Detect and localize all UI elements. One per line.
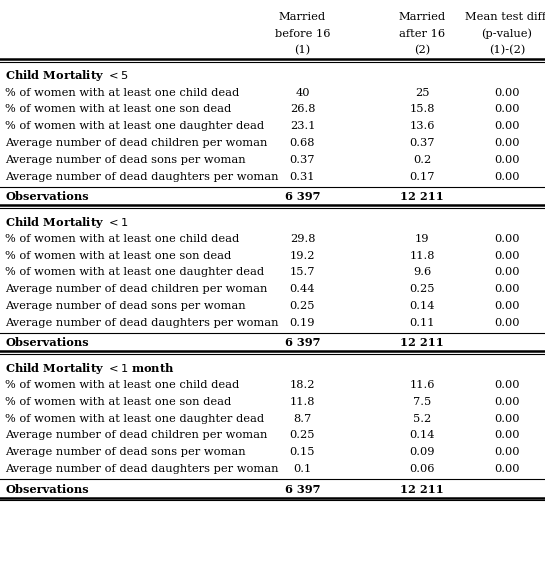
Text: 0.00: 0.00 <box>494 121 519 131</box>
Text: 0.00: 0.00 <box>494 234 519 244</box>
Text: 6 397: 6 397 <box>284 337 320 348</box>
Text: 23.1: 23.1 <box>290 121 315 131</box>
Text: Married: Married <box>279 12 326 22</box>
Text: Average number of dead children per woman: Average number of dead children per woma… <box>5 138 268 148</box>
Text: 0.00: 0.00 <box>494 447 519 457</box>
Text: 0.17: 0.17 <box>410 171 435 182</box>
Text: % of women with at least one child dead: % of women with at least one child dead <box>5 88 240 98</box>
Text: 11.8: 11.8 <box>290 397 315 407</box>
Text: Married: Married <box>399 12 446 22</box>
Text: % of women with at least one daughter dead: % of women with at least one daughter de… <box>5 414 264 424</box>
Text: (1)-(2): (1)-(2) <box>489 46 525 56</box>
Text: Average number of dead sons per woman: Average number of dead sons per woman <box>5 447 246 457</box>
Text: Observations: Observations <box>5 484 89 494</box>
Text: after 16: after 16 <box>399 28 445 39</box>
Text: before 16: before 16 <box>275 28 330 39</box>
Text: % of women with at least one child dead: % of women with at least one child dead <box>5 380 240 390</box>
Text: Average number of dead daughters per woman: Average number of dead daughters per wom… <box>5 171 279 182</box>
Text: Child Mortality $< 1$: Child Mortality $< 1$ <box>5 215 129 229</box>
Text: Mean test diff.: Mean test diff. <box>464 12 545 22</box>
Text: 0.00: 0.00 <box>494 284 519 294</box>
Text: 0.00: 0.00 <box>494 155 519 165</box>
Text: 8.7: 8.7 <box>293 414 312 424</box>
Text: 12 211: 12 211 <box>401 337 444 348</box>
Text: 29.8: 29.8 <box>290 234 315 244</box>
Text: (2): (2) <box>414 46 431 56</box>
Text: 0.00: 0.00 <box>494 138 519 148</box>
Text: 0.00: 0.00 <box>494 397 519 407</box>
Text: 11.6: 11.6 <box>410 380 435 390</box>
Text: Average number of dead sons per woman: Average number of dead sons per woman <box>5 155 246 165</box>
Text: 0.14: 0.14 <box>410 430 435 440</box>
Text: 0.06: 0.06 <box>410 464 435 474</box>
Text: 0.25: 0.25 <box>410 284 435 294</box>
Text: Average number of dead children per woman: Average number of dead children per woma… <box>5 430 268 440</box>
Text: 0.68: 0.68 <box>290 138 315 148</box>
Text: 12 211: 12 211 <box>401 484 444 494</box>
Text: % of women with at least one son dead: % of women with at least one son dead <box>5 104 232 114</box>
Text: 0.00: 0.00 <box>494 171 519 182</box>
Text: 0.00: 0.00 <box>494 104 519 114</box>
Text: 0.00: 0.00 <box>494 318 519 328</box>
Text: 15.7: 15.7 <box>290 267 315 278</box>
Text: 0.2: 0.2 <box>413 155 432 165</box>
Text: 0.00: 0.00 <box>494 301 519 311</box>
Text: Child Mortality $< 5$: Child Mortality $< 5$ <box>5 68 129 83</box>
Text: 0.44: 0.44 <box>290 284 315 294</box>
Text: Observations: Observations <box>5 337 89 348</box>
Text: 0.09: 0.09 <box>410 447 435 457</box>
Text: Average number of dead daughters per woman: Average number of dead daughters per wom… <box>5 318 279 328</box>
Text: 0.31: 0.31 <box>290 171 315 182</box>
Text: 11.8: 11.8 <box>410 250 435 261</box>
Text: Average number of dead children per woman: Average number of dead children per woma… <box>5 284 268 294</box>
Text: 0.00: 0.00 <box>494 250 519 261</box>
Text: 5.2: 5.2 <box>413 414 432 424</box>
Text: 0.37: 0.37 <box>410 138 435 148</box>
Text: 0.25: 0.25 <box>290 430 315 440</box>
Text: 0.00: 0.00 <box>494 464 519 474</box>
Text: 19.2: 19.2 <box>290 250 315 261</box>
Text: 0.1: 0.1 <box>293 464 312 474</box>
Text: % of women with at least one son dead: % of women with at least one son dead <box>5 397 232 407</box>
Text: 0.00: 0.00 <box>494 267 519 278</box>
Text: 0.37: 0.37 <box>290 155 315 165</box>
Text: (p-value): (p-value) <box>481 28 532 39</box>
Text: (1): (1) <box>294 46 311 56</box>
Text: 15.8: 15.8 <box>410 104 435 114</box>
Text: 12 211: 12 211 <box>401 191 444 202</box>
Text: % of women with at least one daughter dead: % of women with at least one daughter de… <box>5 121 264 131</box>
Text: 26.8: 26.8 <box>290 104 315 114</box>
Text: 0.25: 0.25 <box>290 301 315 311</box>
Text: 6 397: 6 397 <box>284 191 320 202</box>
Text: 40: 40 <box>295 88 310 98</box>
Text: 0.14: 0.14 <box>410 301 435 311</box>
Text: 9.6: 9.6 <box>413 267 432 278</box>
Text: 19: 19 <box>415 234 429 244</box>
Text: Average number of dead sons per woman: Average number of dead sons per woman <box>5 301 246 311</box>
Text: % of women with at least one daughter dead: % of women with at least one daughter de… <box>5 267 264 278</box>
Text: Observations: Observations <box>5 191 89 202</box>
Text: 7.5: 7.5 <box>413 397 432 407</box>
Text: 0.00: 0.00 <box>494 430 519 440</box>
Text: Average number of dead daughters per woman: Average number of dead daughters per wom… <box>5 464 279 474</box>
Text: Child Mortality $< 1$ month: Child Mortality $< 1$ month <box>5 361 175 376</box>
Text: 0.19: 0.19 <box>290 318 315 328</box>
Text: 0.11: 0.11 <box>410 318 435 328</box>
Text: 0.00: 0.00 <box>494 380 519 390</box>
Text: % of women with at least one child dead: % of women with at least one child dead <box>5 234 240 244</box>
Text: 0.00: 0.00 <box>494 88 519 98</box>
Text: 25: 25 <box>415 88 429 98</box>
Text: 18.2: 18.2 <box>290 380 315 390</box>
Text: 0.00: 0.00 <box>494 414 519 424</box>
Text: % of women with at least one son dead: % of women with at least one son dead <box>5 250 232 261</box>
Text: 6 397: 6 397 <box>284 484 320 494</box>
Text: 13.6: 13.6 <box>410 121 435 131</box>
Text: 0.15: 0.15 <box>290 447 315 457</box>
